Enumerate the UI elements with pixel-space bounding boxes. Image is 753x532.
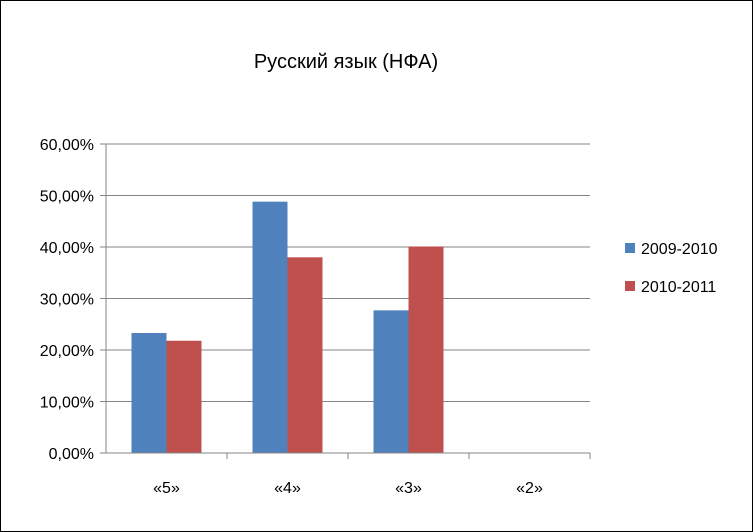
legend-label: 2010-2011 [641,279,716,296]
x-tick-label: «3» [395,480,422,497]
bars [131,201,444,453]
bar-2010-2011 [166,340,202,453]
x-tick-label: «4» [274,480,301,497]
x-tick-label: «2» [516,480,543,497]
x-tick-label: «5» [153,480,180,497]
y-tick-labels: 0,00% 10,00% 20,00% 30,00% 40,00% 50,00% 60,00… [40,137,94,463]
y-tick-label: 30,00% [40,292,94,309]
y-tick-label: 10,00% [40,395,94,412]
legend-swatch [625,243,635,253]
x-tick-labels: «5» «4» «3» «2» [153,480,543,497]
bar-2009-2010 [373,310,409,453]
bar-2009-2010 [131,333,167,453]
bar-2010-2011 [408,246,444,453]
y-tick-label: 50,00% [40,189,94,206]
legend-label: 2009-2010 [641,241,718,258]
y-tick-label: 40,00% [40,240,94,257]
axes [100,143,591,459]
bar-2010-2011 [287,257,323,453]
y-tick-label: 0,00% [49,446,94,463]
chart-title: Русский язык (НФА) [254,51,438,73]
legend-swatch [625,281,635,291]
y-tick-label: 20,00% [40,343,94,360]
y-tick-label: 60,00% [40,137,94,154]
bar-2009-2010 [252,201,288,453]
legend: 2009-2010 2010-2011 [625,241,718,296]
